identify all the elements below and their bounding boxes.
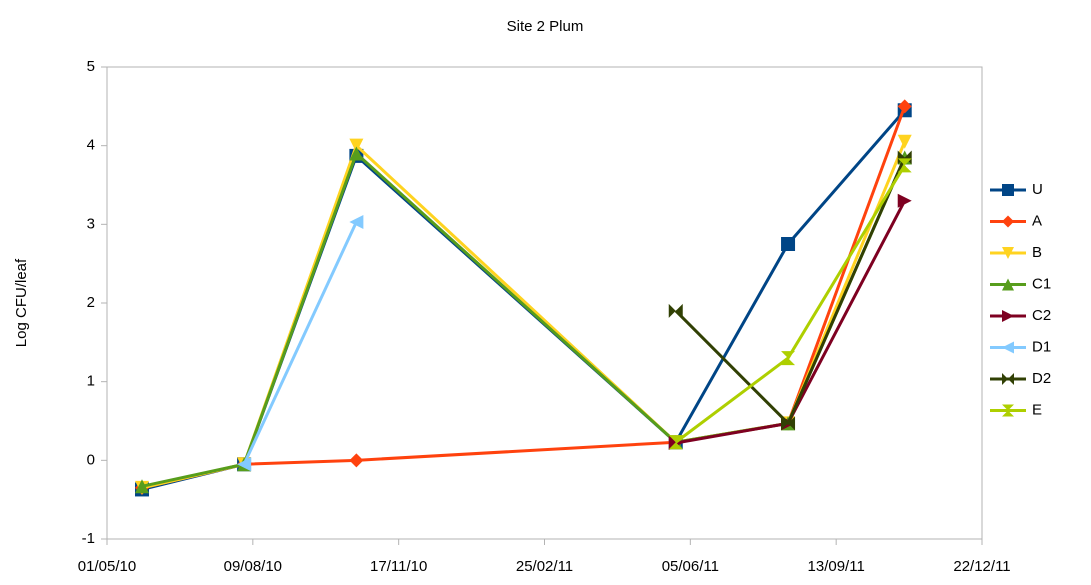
legend-label: C1 <box>1032 275 1051 292</box>
data-point <box>897 158 912 173</box>
data-point <box>349 138 364 153</box>
data-point <box>781 416 796 431</box>
legend-label: D1 <box>1032 338 1051 355</box>
data-point <box>349 214 364 229</box>
series-line <box>674 164 906 444</box>
legend-marker <box>1002 404 1014 417</box>
legend-marker <box>1002 373 1014 385</box>
legend-label: A <box>1032 212 1042 229</box>
legend-label: E <box>1032 401 1042 418</box>
y-tick-label: 0 <box>87 451 95 468</box>
legend-marker <box>1002 215 1014 228</box>
y-tick-label: -1 <box>82 530 95 547</box>
x-tick-label: 05/06/11 <box>662 558 719 575</box>
y-tick-label: 4 <box>87 137 95 154</box>
data-point <box>135 479 149 494</box>
legend-marker <box>1002 247 1014 259</box>
data-point <box>668 435 683 450</box>
legend-label: U <box>1032 181 1043 198</box>
legend-marker <box>1002 310 1014 322</box>
data-point <box>897 134 912 149</box>
y-tick-label: 5 <box>87 58 95 75</box>
y-tick-label: 3 <box>87 215 95 232</box>
data-point <box>349 146 364 161</box>
x-tick-label: 17/11/10 <box>370 558 427 575</box>
x-tick-label: 25/02/11 <box>516 558 573 575</box>
chart-title: Site 2 Plum <box>507 18 584 35</box>
data-point <box>781 237 796 251</box>
x-tick-label: 22/12/11 <box>953 558 1010 575</box>
legend-label: B <box>1032 244 1042 261</box>
legend-label: C2 <box>1032 307 1051 324</box>
x-tick-label: 09/08/10 <box>224 558 282 575</box>
data-point <box>897 193 912 208</box>
y-tick-label: 1 <box>87 373 95 390</box>
legend-marker <box>1002 341 1014 354</box>
x-tick-label: 13/09/11 <box>808 558 865 575</box>
legend-marker <box>1002 184 1014 196</box>
data-point <box>237 457 252 472</box>
data-point <box>349 453 364 468</box>
y-axis-label: Log CFU/leaf <box>13 258 30 347</box>
data-point <box>668 303 683 318</box>
legend-label: D2 <box>1032 370 1051 387</box>
x-tick-label: 01/05/10 <box>78 558 136 575</box>
legend-marker <box>1002 278 1014 291</box>
data-point <box>781 351 796 366</box>
data-point <box>897 99 912 114</box>
y-tick-label: 2 <box>87 294 95 311</box>
series-line <box>242 221 358 465</box>
